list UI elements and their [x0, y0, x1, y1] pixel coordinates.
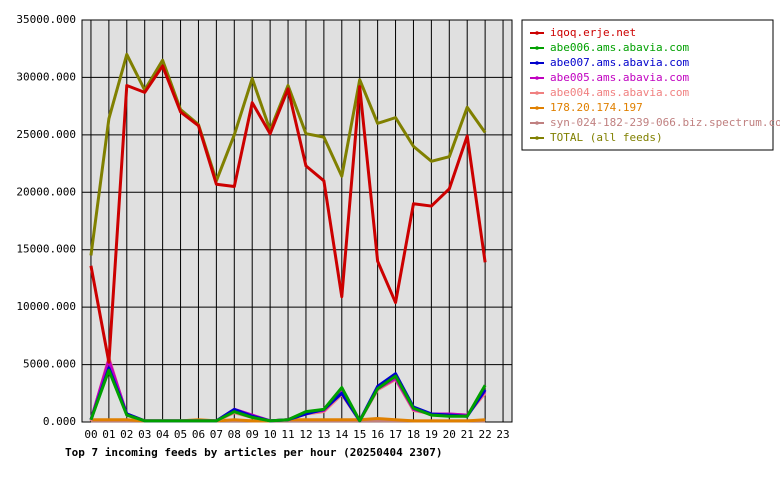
x-tick-label: 23 [496, 428, 509, 441]
y-tick-label: 35000.000 [16, 13, 76, 26]
legend-label: iqoq.erje.net [550, 26, 636, 39]
x-tick-label: 16 [371, 428, 384, 441]
x-tick-label: 17 [389, 428, 402, 441]
legend-marker [535, 31, 539, 35]
chart-title: Top 7 incoming feeds by articles per hou… [65, 446, 443, 459]
x-tick-label: 04 [156, 428, 170, 441]
x-tick-label: 14 [335, 428, 349, 441]
x-tick-label: 00 [84, 428, 97, 441]
y-tick-label: 5000.000 [23, 358, 76, 371]
legend-label: abe005.ams.abavia.com [550, 71, 689, 84]
x-tick-label: 18 [407, 428, 420, 441]
x-tick-label: 19 [425, 428, 438, 441]
legend-marker [535, 106, 539, 110]
x-tick-label: 22 [479, 428, 492, 441]
legend-box [521, 19, 774, 151]
legend-label: abe007.ams.abavia.com [550, 56, 689, 69]
x-tick-label: 03 [138, 428, 151, 441]
y-tick-label: 15000.000 [16, 243, 76, 256]
legend-label: 178.20.174.197 [550, 101, 643, 114]
x-tick-label: 21 [461, 428, 474, 441]
x-tick-label: 05 [174, 428, 187, 441]
x-tick-label: 11 [281, 428, 294, 441]
y-tick-label: 20000.000 [16, 185, 76, 198]
legend-marker [535, 76, 539, 80]
x-tick-label: 10 [264, 428, 277, 441]
y-tick-label: 0.000 [43, 415, 76, 428]
legend-marker [535, 121, 539, 125]
x-tick-label: 09 [246, 428, 259, 441]
y-tick-label: 30000.000 [16, 70, 76, 83]
legend-marker [535, 91, 539, 95]
y-tick-label: 25000.000 [16, 128, 76, 141]
x-tick-label: 20 [443, 428, 456, 441]
legend-marker [535, 136, 539, 140]
legend-marker [535, 46, 539, 50]
legend-label: TOTAL (all feeds) [550, 131, 663, 144]
series-line [89, 64, 487, 364]
x-tick-label: 02 [120, 428, 133, 441]
x-tick-label: 06 [192, 428, 205, 441]
x-tick-label: 13 [317, 428, 330, 441]
x-tick-label: 12 [299, 428, 312, 441]
legend-label: abe004.ams.abavia.com [550, 86, 689, 99]
x-tick-label: 01 [102, 428, 115, 441]
x-tick-label: 08 [228, 428, 241, 441]
plot-area [82, 20, 512, 422]
series-line [89, 52, 487, 256]
legend-label: abe006.ams.abavia.com [550, 41, 689, 54]
legend-marker [535, 61, 539, 65]
x-tick-label: 15 [353, 428, 366, 441]
x-tick-label: 07 [210, 428, 223, 441]
series-line [89, 368, 487, 423]
legend-label: syn-024-182-239-066.biz.spectrum.com [550, 116, 780, 129]
y-tick-label: 10000.000 [16, 300, 76, 313]
